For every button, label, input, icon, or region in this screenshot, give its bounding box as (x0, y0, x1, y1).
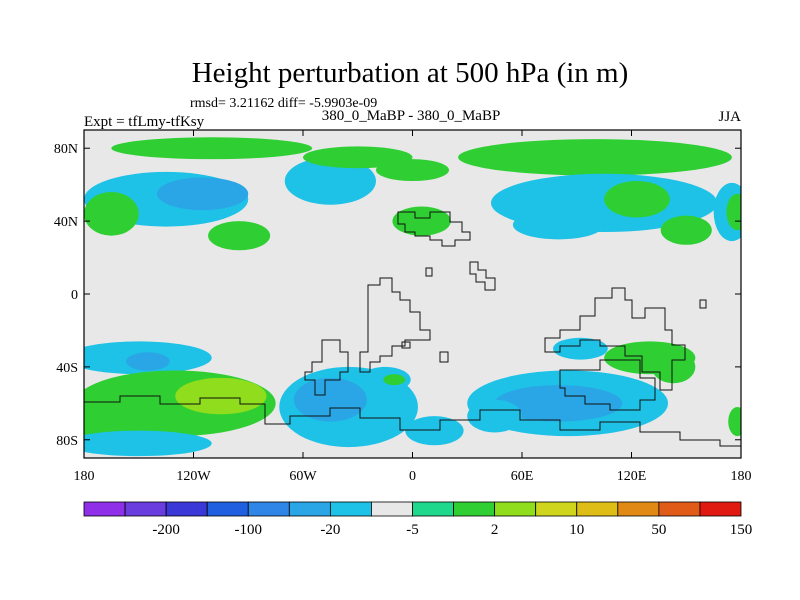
colorbar-swatch-14 (658, 501, 701, 517)
colorbar-swatch-6 (329, 501, 372, 517)
colorbar-label-7: 150 (730, 522, 753, 538)
contour-regions (84, 137, 741, 457)
region-s-blue-south-e2 (467, 399, 522, 433)
region-n-green-mid (208, 221, 271, 251)
colorbar-label-4: 2 (491, 522, 499, 538)
colorbar-swatch-0 (83, 501, 126, 517)
y-tick-label-4: 80S (56, 434, 78, 449)
y-tick-label-2: 0 (71, 288, 78, 303)
coastline (84, 211, 741, 458)
season-label: JJA (718, 109, 741, 125)
x-tick-label-6: 180 (731, 469, 752, 484)
region-n-green-north-a (303, 146, 413, 169)
region-s-yellow-west (175, 377, 267, 415)
colorbar-label-3: -5 (406, 522, 419, 538)
region-s-blue-band-w2 (125, 352, 170, 371)
axes: 180 120W 60W 0 60E 120E 180 80N 40N 0 40S 80S (54, 130, 752, 484)
region-n-blue-west-inner (157, 177, 249, 211)
colorbar-label-0: -200 (152, 522, 180, 538)
coastline-arabia (469, 261, 496, 291)
coastline-europe (397, 211, 471, 247)
region-n-green-far-east (726, 193, 741, 231)
colorbar-swatch-4 (247, 501, 290, 517)
colorbar-swatch-13 (617, 501, 660, 517)
region-s-blue-south-center-b (405, 416, 464, 446)
region-s-green-west2 (84, 386, 148, 438)
colorbar-label-5: 10 (569, 522, 584, 538)
colorbar-swatch-11 (535, 501, 578, 517)
x-tick-label-3: 0 (409, 469, 416, 484)
experiment-label: Expt = tfLmy-tfKsy (84, 114, 205, 130)
x-tick-label-0: 180 (74, 469, 95, 484)
region-s-blue-south-e-inner (494, 385, 623, 422)
coastline-south-america (304, 339, 349, 396)
y-tick-label-0: 80N (54, 142, 78, 157)
colorbar-swatch-15 (699, 501, 742, 517)
x-tick-label-4: 60E (511, 469, 534, 484)
chart-title: Height perturbation at 500 hPa (in m) (192, 57, 629, 89)
colorbar: -200 -100 -20 -5 2 10 50 150 (83, 501, 753, 538)
coastline-asia-south (544, 287, 686, 391)
coastline-antarctica (84, 395, 741, 458)
colorbar-swatch-3 (206, 501, 249, 517)
colorbar-label-2: -20 (320, 522, 340, 538)
region-s-blue-south-center-inner (293, 377, 367, 422)
region-s-blue-south-w (84, 430, 212, 457)
colorbar-swatch-7 (371, 501, 413, 517)
x-tick-label-2: 60W (289, 469, 317, 484)
region-s-green-east2 (651, 350, 696, 384)
region-s-green-far-east (728, 406, 741, 437)
case-label: 380_0_MaBP - 380_0_MaBP (322, 108, 501, 124)
region-n-green-east (604, 181, 670, 218)
plot-area (84, 130, 741, 458)
x-tick-label-5: 120E (617, 469, 647, 484)
region-n-blue-dateline (284, 157, 376, 205)
colorbar-label-1: -100 (235, 522, 263, 538)
colorbar-swatch-2 (165, 501, 208, 517)
stats-label: rmsd= 3.21162 diff= -5.9903e-09 (190, 96, 377, 111)
colorbar-swatch-10 (494, 501, 537, 517)
colorbar-swatch-9 (453, 501, 496, 517)
x-tick-label-1: 120W (176, 469, 211, 484)
region-n-green-europe (392, 206, 451, 236)
region-s-green-small-atl (383, 374, 406, 386)
colorbar-swatch-12 (576, 501, 619, 517)
colorbar-swatch-8 (412, 501, 454, 517)
y-tick-label-1: 40N (54, 215, 78, 230)
colorbar-swatch-1 (124, 501, 167, 517)
region-n-green-north-b (376, 159, 449, 182)
region-s-blue-east (553, 337, 608, 360)
colorbar-swatch-5 (288, 501, 331, 517)
coastline-africa-west (359, 277, 431, 373)
region-n-top-band (111, 137, 313, 160)
region-n-green-far-west (84, 191, 139, 236)
region-n-green-east-band (458, 139, 732, 176)
coastline-australia (559, 359, 656, 411)
y-tick-label-3: 40S (56, 361, 78, 376)
coastline-islands (401, 267, 707, 363)
region-n-green-pacific-e (660, 215, 712, 245)
region-n-blue-asia (512, 210, 605, 240)
colorbar-label-6: 50 (651, 522, 666, 538)
